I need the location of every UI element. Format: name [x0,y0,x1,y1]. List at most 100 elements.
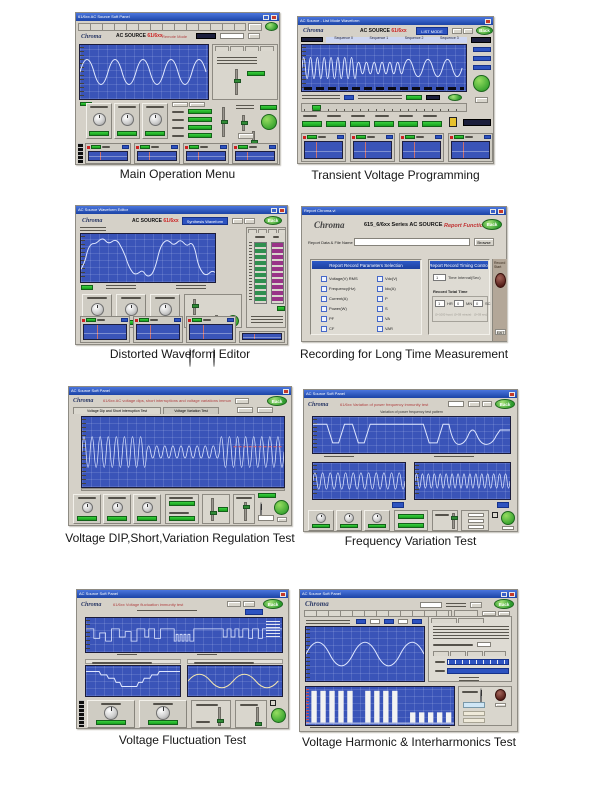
slider-thumb[interactable] [192,304,199,308]
record-start-button[interactable] [495,273,506,288]
mode-toggle[interactable] [270,700,276,706]
curve-slider[interactable] [255,707,262,726]
settings-slider[interactable] [234,69,241,95]
harmonic-voltage-cells[interactable] [254,242,267,304]
option-button-1[interactable] [237,407,253,413]
speed-slider[interactable] [217,707,224,726]
option-button-2[interactable] [243,601,255,607]
option-button[interactable] [470,602,482,608]
checkbox-p[interactable]: P [377,296,397,302]
file-name-input[interactable] [354,238,470,246]
value-input[interactable] [220,33,244,39]
value-field[interactable] [448,401,464,407]
close-icon[interactable] [509,591,515,597]
rate-slider[interactable] [243,502,250,521]
option-button-1[interactable] [227,601,241,607]
meter-range-chip[interactable] [227,318,234,322]
window-titlebar[interactable]: Report Chroma.vi [302,207,506,215]
frequency-knob[interactable] [156,705,170,720]
group-tab-2[interactable] [450,651,466,656]
harmonics-tab-2[interactable] [258,229,267,233]
window-titlebar[interactable]: AC Source - List Mode Waveform [298,17,493,25]
slider-thumb[interactable] [451,516,458,520]
ok-button[interactable] [277,517,287,522]
checkbox-cf[interactable]: CF [321,326,358,332]
minimize-icon[interactable] [271,207,277,213]
output-on-button[interactable] [261,114,277,130]
time-interval-spinner[interactable]: 1 Time Interval(Sec) [433,274,481,281]
meter-range-chip[interactable] [122,145,129,149]
harmonics-tab-1[interactable] [248,229,257,233]
voltage-knob[interactable] [104,705,118,720]
wave-a-slider[interactable] [192,299,199,315]
select-knob-1[interactable] [189,348,191,367]
trigger-toggle[interactable] [492,512,498,518]
checkbox-voltage-rms[interactable]: Voltage(V) RMS [321,276,358,282]
checkbox-current[interactable]: Current(A) [321,296,358,302]
amplitude-knob[interactable] [90,303,104,316]
meter-range-chip[interactable] [171,145,178,149]
slider-thumb[interactable] [241,121,248,125]
dip-level-knob[interactable] [141,502,153,513]
harmonic-percent-cells[interactable] [271,242,284,304]
tab-single[interactable] [230,46,244,51]
variation-knob[interactable] [372,513,382,523]
level-slider-1[interactable] [473,47,491,52]
meter-range-chip[interactable] [269,145,276,149]
meter-range-chip[interactable] [337,135,344,139]
checkbox-pf[interactable]: PF [321,316,358,322]
mode-tab-1[interactable] [172,102,188,107]
tab-voltage-variation-test[interactable]: Voltage Variation Test [163,407,219,414]
minimize-icon[interactable] [501,591,507,597]
meter-range-chip[interactable] [435,135,442,139]
adjust-knob[interactable] [480,688,482,707]
response-knob[interactable] [260,502,262,521]
toolbar-go-button[interactable] [265,22,278,31]
mode-tab-2[interactable] [189,102,205,107]
stop-button[interactable] [495,703,506,707]
window-titlebar[interactable]: AC Source Soft Panel [304,390,517,398]
trigger-toggle[interactable] [449,117,457,127]
close-icon[interactable] [280,591,286,597]
start-button[interactable] [274,500,289,515]
checkbox-frequency[interactable]: Frequency(Hz) [321,286,358,292]
value-field[interactable] [420,602,442,608]
frequency-knob[interactable] [120,113,134,126]
slider-thumb[interactable] [255,722,262,726]
chart-scrollbar[interactable] [81,488,285,491]
range-slider[interactable] [241,115,248,131]
tab-dip-short-test[interactable]: Voltage Dip and Short Interruption Test [73,407,161,414]
trigger-on-button[interactable] [473,75,490,92]
settings-tab-1[interactable] [431,618,457,623]
meter-range-chip[interactable] [484,135,491,139]
start-button[interactable] [271,708,286,723]
window-titlebar[interactable]: 61/6xx AC Source Soft Panel [76,13,279,21]
toolbar-buttons[interactable] [78,23,246,31]
level-slider-2[interactable] [473,56,491,61]
save-button[interactable] [235,398,249,404]
save-button[interactable] [244,218,255,224]
meter-range-chip[interactable] [220,145,227,149]
close-icon[interactable] [271,14,277,20]
main-menu-button[interactable] [238,133,254,139]
voltage-knob[interactable] [316,513,326,523]
slider-thumb[interactable] [217,719,224,723]
checkbox-var[interactable]: VAR [377,326,397,332]
harmonics-tab-4[interactable] [278,229,286,233]
minimize-icon[interactable] [490,208,496,214]
checkbox-s[interactable]: S [377,306,397,312]
close-icon[interactable] [485,18,491,24]
param-field-1[interactable] [370,619,380,624]
zoom-button-right[interactable] [497,502,509,508]
window-titlebar[interactable]: AC Source Soft Panel [300,590,517,598]
param-field-2[interactable] [398,619,408,624]
dc-voltage-knob[interactable] [148,113,162,126]
group-tab-4[interactable] [484,651,506,656]
exit-button[interactable] [498,611,510,616]
checkbox-va[interactable]: VA [377,316,397,322]
option-button-2[interactable] [257,407,273,413]
level-field-1[interactable] [468,513,484,517]
close-icon[interactable] [283,388,289,394]
save-button[interactable] [463,28,473,34]
tab-sequence[interactable] [260,46,274,51]
